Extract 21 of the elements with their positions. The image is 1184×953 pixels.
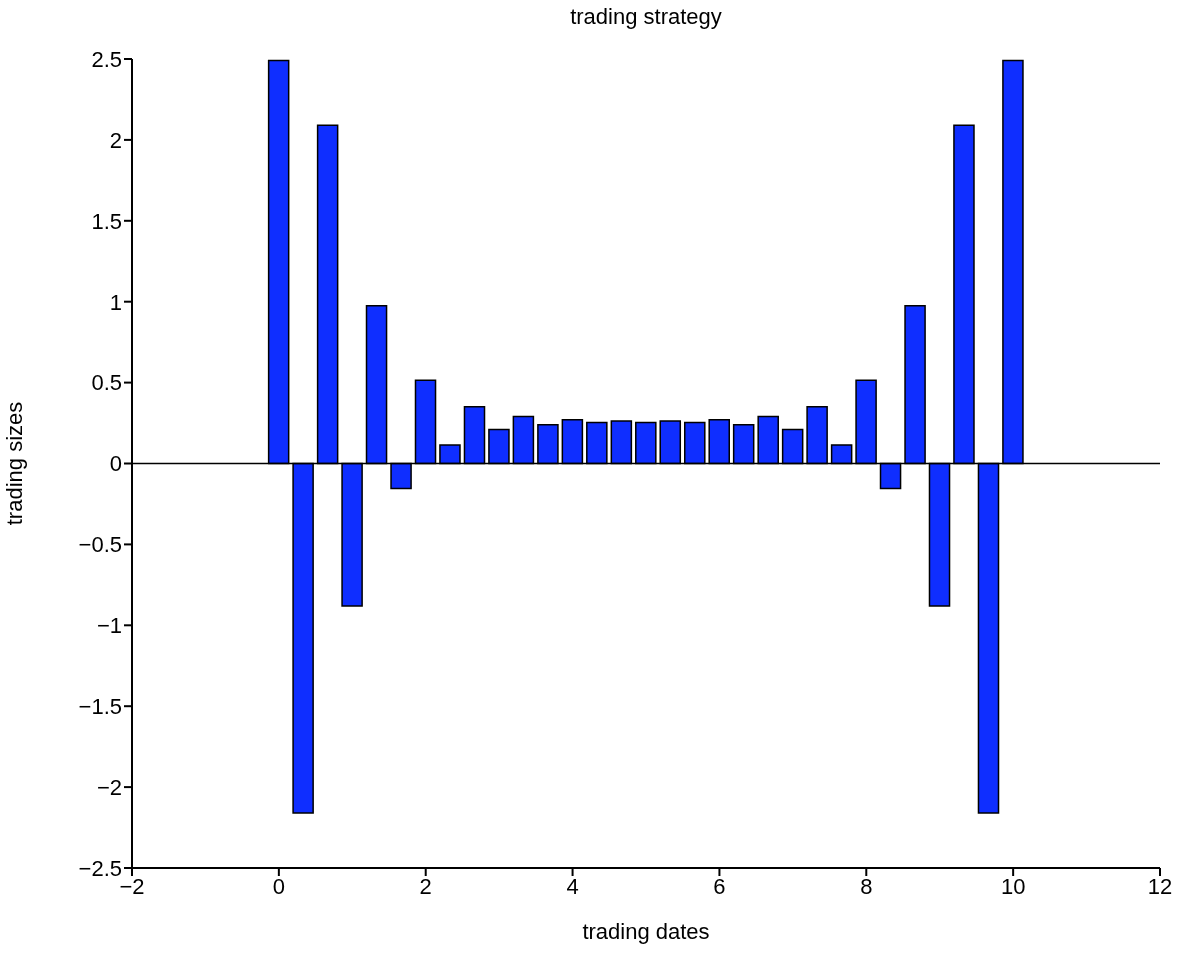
x-tick-label: 8 [860, 873, 873, 899]
y-tick-label: 1.5 [91, 208, 122, 234]
y-tick-label: −1.5 [78, 694, 122, 720]
chart-title: trading strategy [569, 4, 723, 30]
y-axis-title: trading sizes [1, 401, 27, 526]
y-tick-label: −0.5 [78, 532, 122, 558]
y-tick-label: 2.5 [91, 46, 122, 72]
y-tick-label: 2 [109, 127, 122, 153]
y-tick-label: −2 [96, 774, 122, 800]
x-tick-label: 12 [1147, 873, 1173, 899]
y-tick-label: −2.5 [78, 855, 122, 881]
x-tick-label: 4 [566, 873, 579, 899]
x-tick-label: 0 [272, 873, 285, 899]
y-tick-label: −1 [96, 613, 122, 639]
x-tick-label: 6 [713, 873, 726, 899]
y-tick-label: 0 [109, 451, 122, 477]
y-tick-label: 1 [109, 289, 122, 315]
y-tick-label: 0.5 [91, 370, 122, 396]
x-tick-label: 2 [419, 873, 432, 899]
x-axis-title: trading dates [582, 919, 710, 944]
x-tick-label: 10 [1000, 873, 1026, 899]
